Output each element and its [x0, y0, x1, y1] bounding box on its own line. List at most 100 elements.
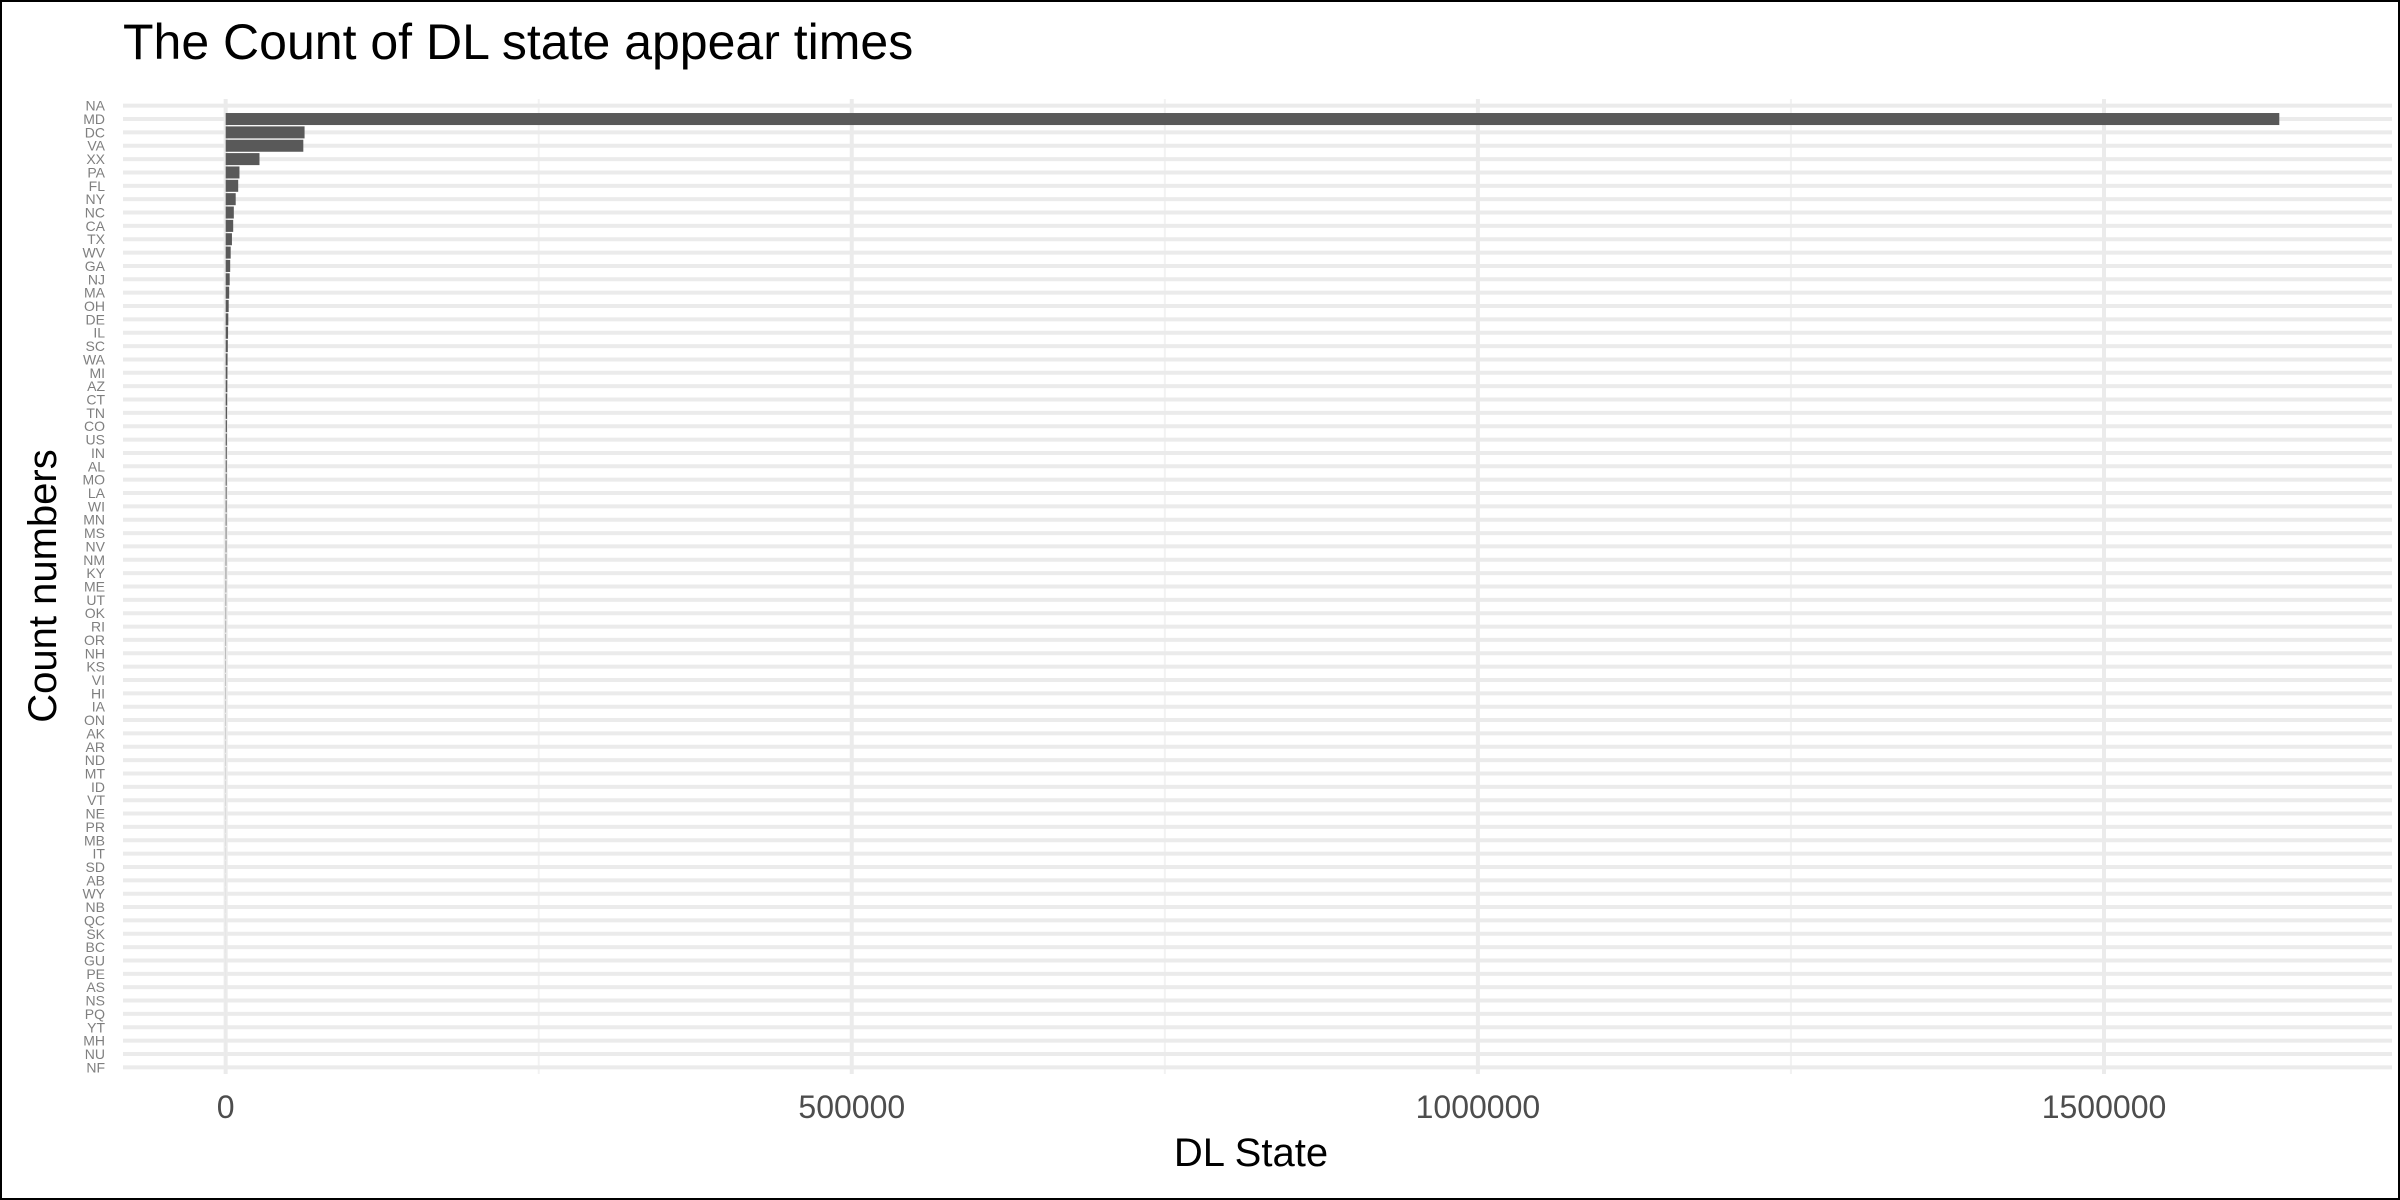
category-label: GU: [84, 952, 105, 968]
category-label: NY: [86, 191, 106, 207]
category-label: WI: [88, 498, 105, 514]
bar-nv: [225, 540, 227, 553]
category-label: TX: [87, 231, 106, 247]
category-label: HI: [91, 685, 105, 701]
category-label: NB: [86, 899, 105, 915]
category-label: CA: [86, 218, 106, 234]
category-label: PQ: [85, 1006, 105, 1022]
category-label: KS: [86, 659, 105, 675]
category-label: DC: [85, 124, 105, 140]
bar-nj: [225, 273, 230, 286]
category-label: MA: [84, 285, 106, 301]
bar-az: [225, 380, 228, 393]
category-label: IA: [92, 699, 106, 715]
category-label: XX: [86, 151, 105, 167]
bar-ms: [225, 527, 227, 540]
bar-layer: [225, 113, 2280, 1074]
bar-nm: [225, 553, 227, 566]
bar-ca: [225, 219, 234, 232]
y-axis-label: Count numbers: [21, 449, 65, 722]
category-label: NF: [86, 1059, 105, 1075]
bar-ky: [225, 567, 227, 580]
x-tick-label: 1500000: [2042, 1089, 2167, 1125]
bar-tx: [225, 233, 232, 246]
bar-in: [225, 446, 227, 459]
bar-la: [225, 486, 227, 500]
category-label: SK: [86, 926, 105, 942]
category-label: AZ: [87, 378, 105, 394]
category-label: AS: [86, 979, 105, 995]
category-labels: NAMDDCVAXXPAFLNYNCCATXWVGANJMAOHDEILSCWA…: [82, 98, 105, 1076]
bar-tn: [225, 406, 228, 419]
category-label: PR: [86, 819, 105, 835]
bar-md: [225, 113, 2280, 126]
x-tick-labels: 0 500000 1000000 1500000: [217, 1089, 2166, 1125]
category-label: IL: [93, 325, 105, 341]
bar-ga: [225, 259, 231, 272]
category-label: YT: [87, 1019, 105, 1035]
category-label: NU: [85, 1046, 105, 1062]
grid-layer: [123, 99, 2392, 1074]
bar-al: [225, 460, 227, 473]
bar-oh: [225, 300, 229, 313]
bar-us: [225, 433, 227, 446]
category-label: OH: [84, 298, 105, 314]
category-label: BC: [86, 939, 105, 955]
category-label: NC: [85, 205, 105, 221]
chart-title: The Count of DL state appear times: [123, 14, 913, 70]
category-label: UT: [86, 592, 105, 608]
category-label: NV: [86, 538, 106, 554]
bar-me: [225, 580, 227, 593]
category-label: FL: [89, 178, 106, 194]
category-label: AL: [88, 458, 105, 474]
bar-ct: [225, 393, 228, 406]
category-label: MI: [89, 365, 105, 381]
bar-dc: [225, 126, 305, 139]
category-label: OR: [84, 632, 105, 648]
bar-mi: [225, 366, 228, 379]
category-label: MS: [84, 525, 105, 541]
category-label: MO: [82, 472, 105, 488]
category-label: RI: [91, 619, 105, 635]
category-label: PE: [86, 966, 105, 982]
category-label: MN: [83, 512, 105, 528]
category-label: ME: [84, 579, 105, 595]
category-label: DE: [86, 311, 105, 327]
x-axis-label: DL State: [1174, 1131, 1328, 1175]
category-label: IN: [91, 445, 105, 461]
category-label: SC: [86, 338, 105, 354]
category-label: NJ: [88, 271, 105, 287]
bar-wv: [225, 246, 231, 259]
bar-nc: [225, 206, 234, 219]
category-label: VI: [92, 672, 105, 688]
bar-wi: [225, 500, 227, 513]
category-label: OK: [85, 605, 106, 621]
category-label: NE: [86, 806, 105, 822]
category-label: AR: [86, 739, 105, 755]
category-label: MT: [85, 765, 106, 781]
category-label: CT: [86, 392, 105, 408]
bar-mo: [225, 473, 227, 486]
bar-ny: [225, 193, 236, 206]
category-label: ND: [85, 752, 105, 768]
category-label: ON: [84, 712, 105, 728]
category-label: IT: [93, 846, 106, 862]
bar-va: [225, 139, 304, 152]
category-label: US: [86, 432, 105, 448]
category-label: MD: [83, 111, 105, 127]
category-label: QC: [84, 912, 105, 928]
category-label: CO: [84, 418, 105, 434]
category-label: WV: [82, 245, 105, 261]
bar-wa: [225, 353, 228, 366]
category-label: AB: [86, 872, 105, 888]
category-label: MH: [83, 1033, 105, 1049]
category-label: WY: [82, 886, 105, 902]
category-label: WA: [83, 351, 106, 367]
x-tick-label: 1000000: [1416, 1089, 1541, 1125]
category-label: KY: [86, 565, 105, 581]
bar-fl: [225, 179, 239, 192]
category-label: NH: [85, 645, 105, 661]
bar-ma: [225, 286, 230, 299]
category-label: NS: [86, 993, 105, 1009]
